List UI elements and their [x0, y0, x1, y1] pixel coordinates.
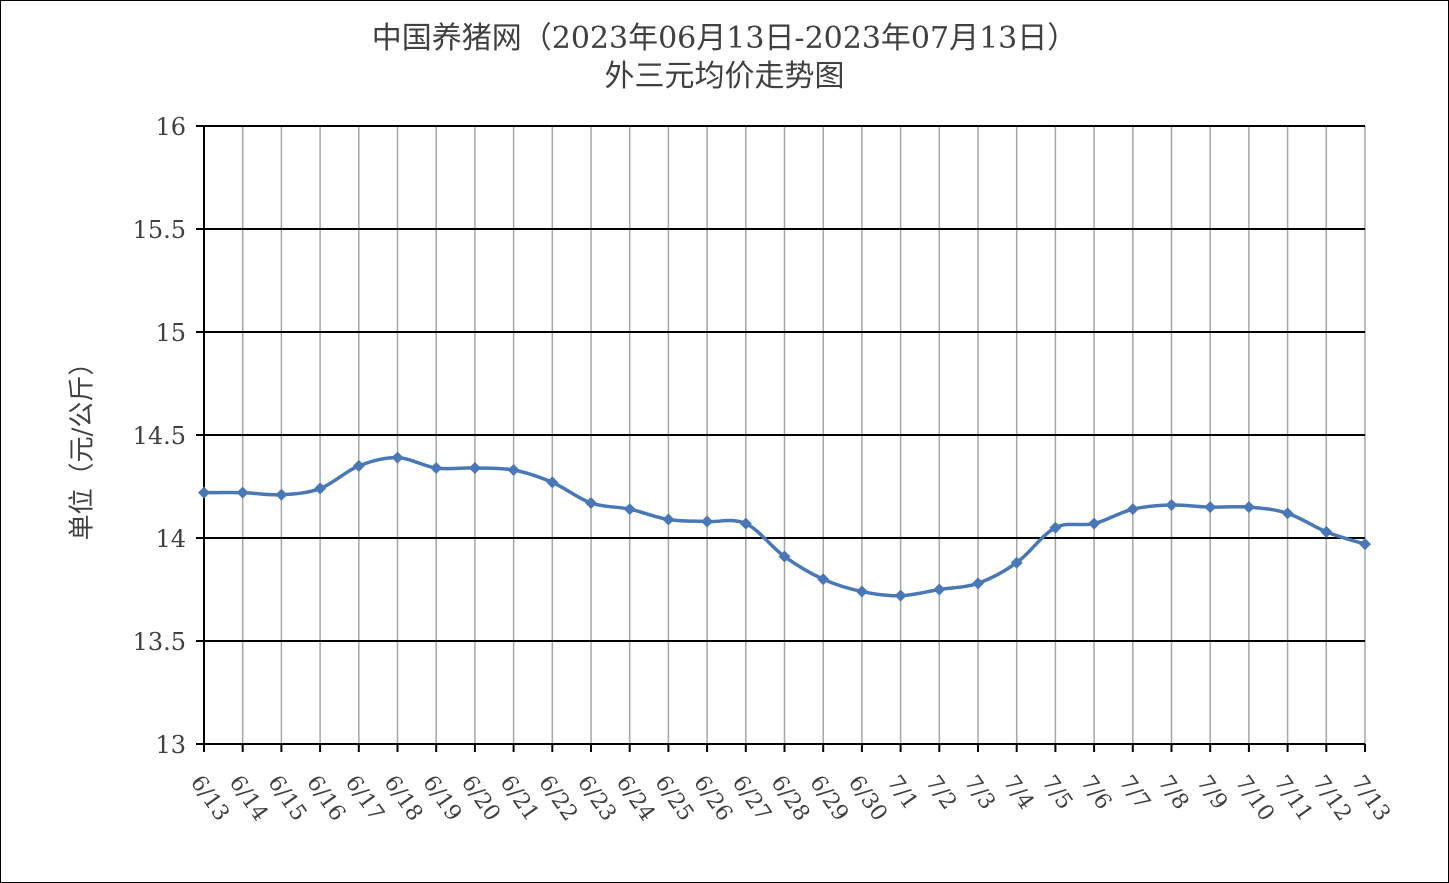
x-tick-label: 7/9: [1191, 771, 1232, 814]
data-point-marker: [894, 589, 907, 602]
data-point-marker: [275, 488, 288, 501]
data-point-marker: [1165, 499, 1178, 512]
data-point-marker: [430, 461, 443, 474]
x-tick-label: 6/13: [185, 771, 234, 826]
data-point-marker: [817, 573, 830, 586]
data-point-marker: [1204, 501, 1217, 514]
y-tick-label: 16: [155, 113, 186, 141]
x-tick-label: 6/22: [533, 771, 582, 826]
x-tick-label: 7/7: [1114, 771, 1155, 814]
x-tick-label: 6/18: [379, 771, 428, 826]
x-tick-label: 7/3: [959, 771, 1000, 814]
data-point-marker: [1088, 517, 1101, 530]
y-tick-label: 13: [155, 731, 186, 759]
x-tick-label: 6/15: [262, 771, 311, 826]
data-point-marker: [198, 486, 210, 499]
data-point-marker: [739, 517, 752, 530]
data-point-marker: [391, 451, 404, 464]
x-tick-label: 6/14: [224, 771, 273, 826]
data-point-marker: [972, 577, 984, 590]
data-point-marker: [1049, 521, 1062, 534]
x-tick-label: 7/8: [1153, 771, 1194, 814]
x-tick-label: 6/20: [456, 771, 505, 826]
data-point-marker: [855, 585, 868, 598]
x-tick-label: 6/30: [843, 771, 892, 826]
chart-title: 中国养猪网（2023年06月13日-2023年07月13日） 外三元均价走势图: [0, 20, 1449, 96]
data-point-marker: [468, 461, 481, 474]
data-point-marker: [1126, 503, 1139, 516]
data-point-marker: [701, 515, 714, 528]
data-point-marker: [507, 464, 520, 477]
data-point-marker: [585, 496, 597, 509]
data-point-marker: [1010, 556, 1023, 569]
data-point-marker: [546, 476, 559, 489]
x-tick-label: 6/26: [688, 771, 737, 826]
data-point-marker: [662, 513, 675, 526]
chart-title-line-1: 中国养猪网（2023年06月13日-2023年07月13日）: [371, 21, 1078, 56]
data-point-marker: [352, 459, 365, 472]
x-tick-label: 6/19: [417, 771, 466, 826]
x-tick-label: 6/29: [804, 771, 853, 826]
y-tick-label: 15.5: [133, 216, 186, 244]
x-tick-label: 7/2: [920, 771, 961, 814]
y-tick-label: 13.5: [133, 628, 186, 656]
y-tick-label: 14.5: [133, 422, 186, 450]
data-point-marker: [623, 503, 636, 516]
x-tick-label: 6/23: [572, 771, 621, 826]
x-tick-label: 6/17: [340, 771, 389, 826]
x-tick-label: 7/12: [1307, 771, 1356, 826]
x-tick-label: 6/24: [611, 771, 660, 826]
chart-title-line-2: 外三元均价走势图: [604, 59, 845, 94]
x-tick-label: 6/21: [495, 771, 544, 826]
x-tick-label: 7/6: [1075, 771, 1116, 814]
data-point-marker: [1242, 501, 1255, 514]
data-point-marker: [933, 583, 946, 596]
x-tick-label: 6/16: [301, 771, 350, 826]
x-tick-label: 7/10: [1230, 771, 1279, 826]
y-tick-label: 15: [155, 319, 186, 347]
data-point-marker: [1281, 507, 1294, 520]
data-point-marker: [314, 482, 327, 495]
y-tick-label: 14: [155, 525, 186, 553]
x-tick-label: 6/27: [727, 771, 776, 826]
x-tick-label: 7/11: [1269, 771, 1318, 826]
data-point-marker: [778, 550, 791, 563]
x-tick-label: 6/25: [649, 771, 698, 826]
data-point-marker: [236, 486, 249, 499]
x-tick-label: 7/4: [998, 771, 1039, 814]
data-point-marker: [1320, 525, 1333, 538]
data-point-marker: [1359, 538, 1371, 551]
x-tick-label: 6/28: [766, 771, 815, 826]
x-tick-label: 7/5: [1036, 771, 1077, 814]
x-tick-label: 7/13: [1346, 771, 1395, 826]
